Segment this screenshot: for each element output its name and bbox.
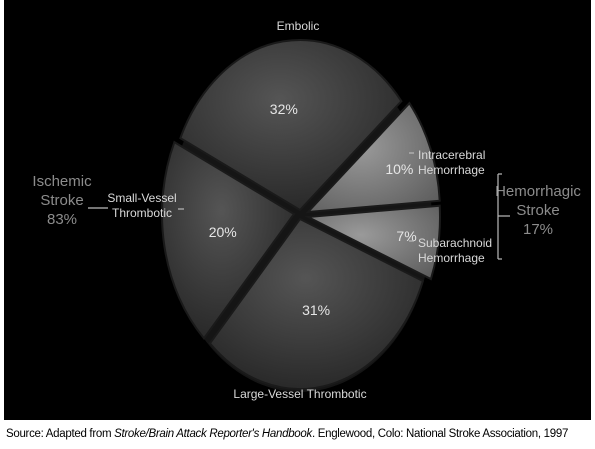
slice-label-small-vessel-line1: Small-Vessel bbox=[107, 191, 176, 205]
group-labels: Ischemic Stroke 83% Hemorrhagic Stroke 17% bbox=[32, 173, 581, 238]
pie-slice-intracerebral-hemorrhage bbox=[305, 101, 441, 214]
pie-slice-large-vessel-thrombotic bbox=[208, 217, 425, 390]
slice-value-label: 20% bbox=[209, 224, 237, 240]
slice-label-subarachnoid-line1: Subarachnoid bbox=[418, 236, 492, 250]
source-title: Stroke/Brain Attack Reporter's Handbook bbox=[114, 428, 312, 440]
group-label-hemorrhagic-line3: 17% bbox=[523, 221, 553, 238]
group-label-hemorrhagic-line2: Stroke bbox=[516, 202, 559, 219]
slice-label-subarachnoid-line2: Hemorrhage bbox=[418, 251, 485, 265]
pie-chart: 32%10%7%31%20% EmbolicIntracerebralHemor… bbox=[32, 19, 581, 401]
pie-slice-small-vessel-thrombotic bbox=[161, 140, 296, 340]
group-label-ischemic-line2: Stroke bbox=[40, 192, 83, 209]
source-prefix: Source: Adapted from bbox=[6, 428, 115, 440]
group-label-ischemic-line3: 83% bbox=[47, 211, 77, 228]
slice-label-large-vessel: Large-Vessel Thrombotic bbox=[233, 387, 366, 401]
slice-label-small-vessel-line2: Thrombotic bbox=[112, 206, 172, 220]
slice-value-label: 31% bbox=[302, 302, 330, 318]
connector-lines bbox=[88, 152, 510, 260]
source-suffix: . Englewood, Colo: National Stroke Assoc… bbox=[311, 428, 569, 440]
slice-value-label: 32% bbox=[270, 101, 298, 117]
slice-label-intracerebral-line1: Intracerebral bbox=[418, 148, 485, 162]
pie-slices bbox=[161, 39, 441, 390]
slice-label-embolic: Embolic bbox=[277, 19, 320, 33]
slice-value-label: 7% bbox=[396, 228, 416, 244]
slice-values: 32% 10% 7% 31% 20% bbox=[209, 101, 417, 318]
slice-labels: EmbolicIntracerebralHemorrhageSubarachno… bbox=[107, 19, 492, 401]
slice-label-intracerebral-line2: Hemorrhage bbox=[418, 163, 485, 177]
slice-value-label: 10% bbox=[385, 161, 413, 177]
pie-slice-embolic bbox=[179, 39, 403, 212]
source-citation: Source: Adapted from Stroke/Brain Attack… bbox=[6, 428, 590, 440]
group-label-hemorrhagic-line1: Hemorrhagic bbox=[495, 183, 581, 200]
chart-figure: 32% 10% 7% 31% 20% Embolic Intracerebral Hemor… bbox=[4, 0, 591, 420]
pie-slice-subarachnoid-hemorrhage bbox=[304, 204, 441, 281]
group-label-ischemic-line1: Ischemic bbox=[32, 173, 92, 190]
